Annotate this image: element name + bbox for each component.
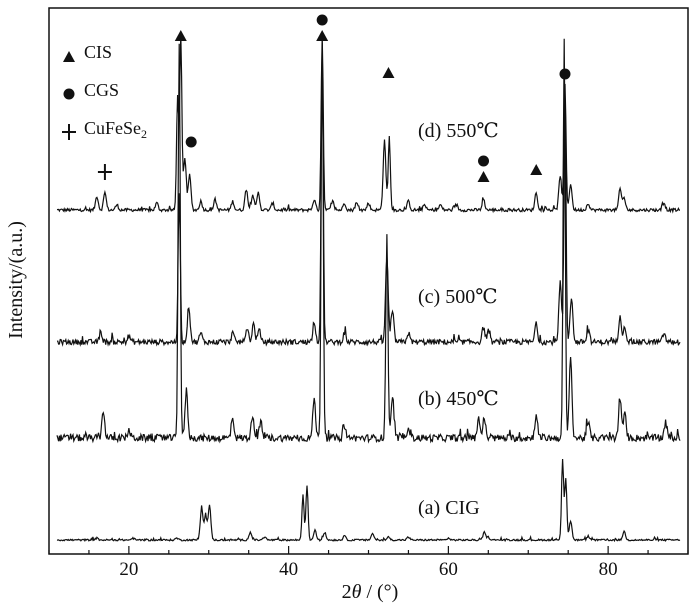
x-axis-label-theta: θ (352, 581, 362, 603)
series-label: (c) 500℃ (418, 286, 498, 308)
legend-cross-marker (62, 124, 76, 140)
triangle-marker (382, 67, 395, 78)
series-labels: (d) 550℃ (c) 500℃ (b) 450℃ (a) CIG (418, 120, 499, 519)
x-ticks: 20 40 60 80 (48, 546, 689, 580)
triangle-marker (174, 30, 187, 41)
series-layer (56, 33, 681, 543)
cross-marker (97, 164, 112, 180)
phase-markers (97, 14, 571, 182)
series-line-3 (56, 458, 681, 543)
triangle-marker (530, 164, 543, 175)
plot-frame (48, 7, 689, 555)
x-tick-label: 80 (599, 559, 618, 580)
x-tick-label: 40 (279, 559, 298, 580)
series-label: (d) 550℃ (418, 120, 499, 142)
legend: CIS CGS CuFeSe2 (62, 42, 147, 141)
circle-marker (185, 136, 197, 148)
legend-label: CuFeSe2 (84, 118, 147, 141)
x-axis-label: 2θ / (°) (342, 581, 399, 603)
legend-circle-marker (63, 88, 75, 100)
x-tick-label: 60 (439, 559, 458, 580)
triangle-marker (477, 171, 490, 182)
triangle-marker (316, 30, 329, 41)
legend-triangle-marker (63, 51, 75, 62)
series-line-2 (56, 38, 681, 444)
series-label: (b) 450℃ (418, 388, 499, 410)
circle-marker (316, 14, 328, 26)
x-axis-label-prefix: 2 (342, 581, 352, 603)
series-line-0 (56, 33, 680, 214)
y-axis-label: Intensity/(a.u.) (5, 221, 27, 339)
legend-label: CIS (84, 42, 112, 62)
x-tick-label: 20 (119, 559, 138, 580)
legend-label: CGS (84, 80, 119, 100)
x-axis-label-unit: / (°) (361, 581, 398, 603)
circle-marker (559, 68, 571, 80)
circle-marker (478, 155, 490, 167)
series-label: (a) CIG (418, 497, 480, 519)
series-line-1 (56, 42, 681, 347)
